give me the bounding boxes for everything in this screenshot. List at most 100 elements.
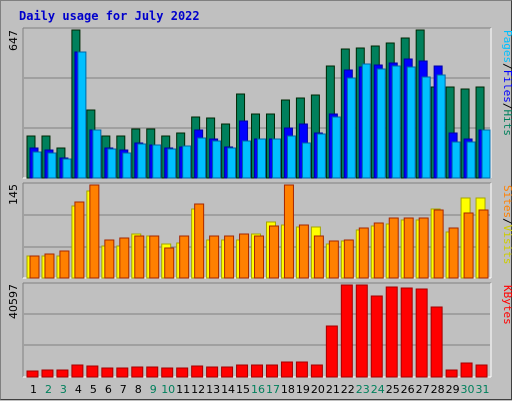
bar-sites-day-9 bbox=[149, 235, 160, 279]
bar-kbytes-day-3 bbox=[56, 369, 69, 378]
bar-pages-day-13 bbox=[212, 140, 222, 179]
panel-3-background bbox=[23, 283, 491, 377]
bar-sites-day-14 bbox=[224, 235, 235, 279]
bar-pages-day-21 bbox=[331, 116, 341, 179]
bar-pages-day-18 bbox=[286, 135, 296, 179]
bar-pages-day-6 bbox=[107, 148, 117, 179]
bar-kbytes-day-14 bbox=[221, 366, 234, 378]
bar-sites-day-7 bbox=[119, 237, 130, 279]
bar-kbytes-day-31 bbox=[475, 364, 488, 378]
x-tick-day-28: 28 bbox=[431, 383, 445, 396]
bar-sites-day-26 bbox=[403, 217, 414, 279]
bar-pages-day-22 bbox=[346, 77, 356, 179]
bar-pages-day-12 bbox=[197, 137, 207, 179]
bar-pages-day-16 bbox=[257, 138, 267, 179]
bar-sites-day-15 bbox=[239, 233, 250, 279]
bar-kbytes-day-22 bbox=[340, 284, 353, 378]
x-tick-day-24: 24 bbox=[371, 383, 385, 396]
bar-pages-day-28 bbox=[436, 74, 446, 179]
chart-title: Daily usage for July 2022 bbox=[19, 9, 200, 23]
bar-sites-day-6 bbox=[104, 239, 115, 279]
bar-kbytes-day-13 bbox=[206, 366, 219, 378]
x-tick-day-15: 15 bbox=[236, 383, 250, 396]
x-tick-day-30: 30 bbox=[461, 383, 475, 396]
bar-kbytes-day-29 bbox=[445, 369, 458, 378]
bar-kbytes-day-16 bbox=[251, 364, 264, 378]
panel-2-legend-part-2: / bbox=[501, 218, 512, 225]
bar-kbytes-day-26 bbox=[400, 287, 413, 378]
bar-pages-day-20 bbox=[316, 133, 326, 179]
bar-sites-day-31 bbox=[478, 209, 489, 279]
bar-kbytes-day-4 bbox=[71, 364, 84, 378]
panel-3-ymax-label: 40597 bbox=[7, 284, 20, 319]
bar-kbytes-day-10 bbox=[161, 367, 174, 378]
bar-pages-day-3 bbox=[62, 158, 72, 179]
x-tick-day-3: 3 bbox=[60, 383, 67, 396]
bar-sites-day-8 bbox=[134, 235, 145, 279]
x-tick-day-8: 8 bbox=[135, 383, 142, 396]
panel-3-legend-part-1: KBytes bbox=[501, 285, 512, 325]
panel-2-legend: Sites/Visits bbox=[501, 185, 512, 265]
panel-3-legend: KBytes bbox=[501, 285, 512, 325]
x-tick-day-22: 22 bbox=[341, 383, 355, 396]
bar-kbytes-day-6 bbox=[101, 367, 114, 378]
bar-sites-day-22 bbox=[343, 239, 354, 279]
x-tick-day-26: 26 bbox=[401, 383, 415, 396]
bar-pages-day-5 bbox=[92, 129, 102, 179]
bar-sites-day-19 bbox=[298, 224, 309, 279]
bar-pages-day-25 bbox=[391, 65, 401, 179]
bar-pages-day-1 bbox=[32, 151, 42, 179]
bar-kbytes-day-1 bbox=[26, 370, 39, 378]
bar-kbytes-day-9 bbox=[146, 366, 159, 378]
bar-kbytes-day-30 bbox=[460, 362, 473, 378]
bar-sites-day-29 bbox=[448, 227, 459, 279]
bar-kbytes-day-21 bbox=[325, 325, 338, 378]
bar-kbytes-day-2 bbox=[41, 369, 54, 378]
bar-pages-day-19 bbox=[301, 142, 311, 179]
bar-kbytes-day-11 bbox=[176, 367, 189, 378]
x-tick-day-29: 29 bbox=[446, 383, 460, 396]
bar-sites-day-25 bbox=[388, 217, 399, 279]
bar-sites-day-30 bbox=[463, 212, 474, 279]
x-tick-day-1: 1 bbox=[30, 383, 37, 396]
x-tick-day-19: 19 bbox=[296, 383, 310, 396]
bar-pages-day-7 bbox=[122, 152, 132, 179]
x-tick-day-14: 14 bbox=[221, 383, 235, 396]
x-tick-day-18: 18 bbox=[281, 383, 295, 396]
x-tick-day-5: 5 bbox=[90, 383, 97, 396]
bar-sites-day-27 bbox=[418, 217, 429, 279]
x-tick-day-25: 25 bbox=[386, 383, 400, 396]
panel-1-ymax-label: 647 bbox=[7, 30, 20, 51]
x-tick-day-20: 20 bbox=[311, 383, 325, 396]
panel-1-legend: Pages/Files/Hits bbox=[501, 30, 512, 136]
bar-sites-day-23 bbox=[358, 227, 369, 279]
bar-sites-day-5 bbox=[89, 184, 100, 279]
bar-sites-day-13 bbox=[209, 235, 220, 279]
x-tick-day-11: 11 bbox=[176, 383, 190, 396]
bar-sites-day-20 bbox=[313, 235, 324, 279]
bar-pages-day-15 bbox=[242, 140, 252, 179]
bar-pages-day-2 bbox=[47, 152, 57, 179]
bar-pages-day-27 bbox=[421, 76, 431, 179]
bar-pages-day-29 bbox=[451, 141, 461, 179]
x-tick-day-4: 4 bbox=[75, 383, 82, 396]
bar-sites-day-12 bbox=[194, 203, 205, 279]
bar-pages-day-26 bbox=[406, 66, 416, 179]
bar-kbytes-day-19 bbox=[295, 361, 308, 378]
x-tick-day-6: 6 bbox=[105, 383, 112, 396]
bar-kbytes-day-25 bbox=[385, 286, 398, 378]
panel-2-legend-part-1: Sites bbox=[501, 185, 512, 218]
x-tick-day-9: 9 bbox=[150, 383, 157, 396]
bar-sites-day-18 bbox=[283, 184, 294, 279]
bar-sites-day-2 bbox=[44, 253, 55, 279]
bar-sites-day-1 bbox=[29, 255, 40, 279]
bar-pages-day-10 bbox=[167, 148, 177, 179]
x-tick-day-10: 10 bbox=[161, 383, 175, 396]
bar-kbytes-day-20 bbox=[310, 364, 323, 378]
x-tick-day-16: 16 bbox=[251, 383, 265, 396]
x-tick-day-17: 17 bbox=[266, 383, 280, 396]
bar-kbytes-day-12 bbox=[191, 365, 204, 378]
bar-sites-day-16 bbox=[254, 235, 265, 279]
